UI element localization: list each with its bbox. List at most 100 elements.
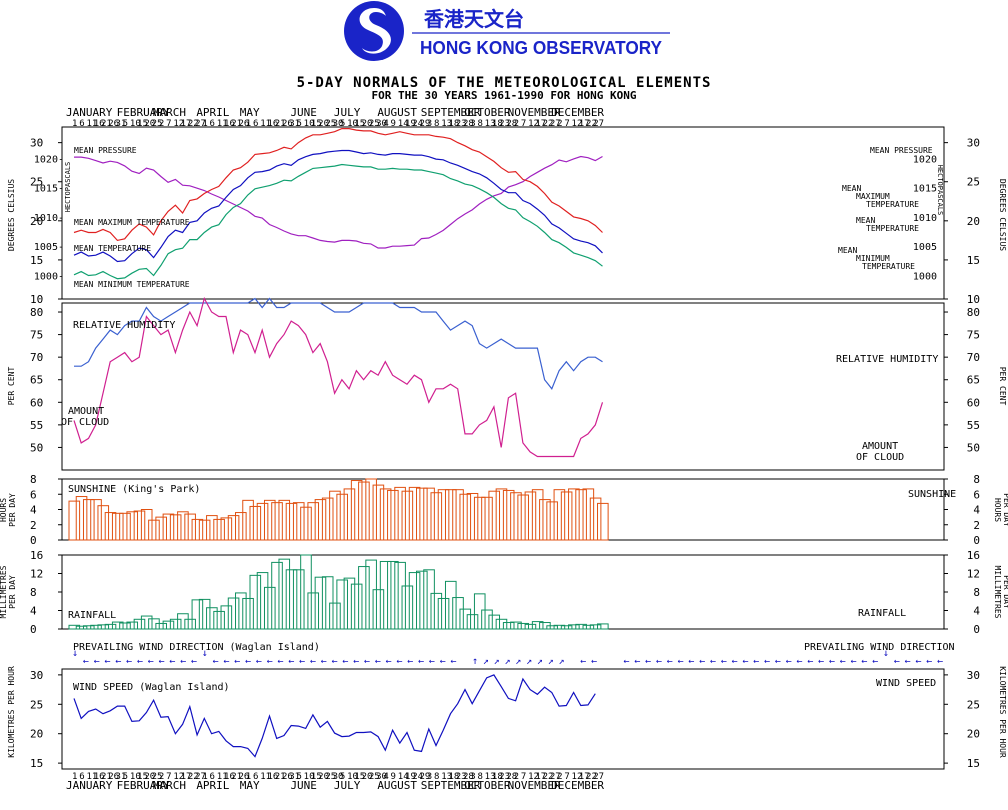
day-label-top: 26: [108, 119, 119, 129]
sunshine-bar: [336, 493, 348, 541]
rainfall-tick-label-right: 0: [973, 623, 980, 636]
day-label-bottom: 18: [492, 772, 503, 782]
wind-direction-arrow: ←: [905, 656, 911, 667]
rainfall-bar: [307, 592, 320, 630]
day-label-bottom: 3: [470, 772, 475, 782]
sunshine-tick-label-left: 2: [30, 519, 37, 532]
humidity-tick-label-right: 55: [967, 419, 980, 432]
wind-direction-arrow: ←: [732, 656, 738, 667]
chart-title: 5-DAY NORMALS OF THE METEOROLOGICAL ELEM…: [296, 75, 712, 91]
rainfall-bar: [358, 566, 370, 630]
day-label-top: 10: [304, 119, 315, 129]
temperature-tick-label-right: 10: [967, 293, 980, 306]
rainfall-axis-label-left-2: PER DAY: [8, 575, 17, 609]
wind-direction-arrow: ←: [321, 656, 327, 667]
sunshine-bar: [423, 487, 435, 541]
rainfall-bar: [220, 605, 233, 630]
day-label-top: 16: [267, 119, 278, 129]
wind-direction-arrow: ←: [245, 656, 251, 667]
rainfall-bar: [350, 583, 363, 630]
day-label-top: 25: [369, 119, 380, 129]
label-max-temp-left: MEAN MAXIMUM TEMPERATURE: [74, 218, 190, 227]
label-rainfall-left: RAINFALL: [68, 610, 116, 621]
label-cloud-right-2: OF CLOUD: [856, 452, 904, 463]
wind-direction-arrow: ←: [386, 656, 392, 667]
wind-speed-panel-frame: [61, 668, 945, 770]
day-label-bottom: 23: [456, 772, 467, 782]
max-temp-line: [73, 128, 603, 242]
wind-direction-arrow: ←: [234, 656, 240, 667]
sunshine-bar: [133, 510, 146, 541]
wind-tick-label-left: 15: [30, 757, 43, 770]
wind-direction-arrow: ←: [342, 656, 348, 667]
wind-direction-arrow: ↓: [72, 648, 78, 659]
sunshine-bar: [271, 502, 283, 541]
day-label-bottom: 22: [543, 772, 554, 782]
humidity-tick-label-right: 75: [967, 329, 980, 342]
month-label-top: MAY: [240, 106, 260, 119]
sunshine-bar: [292, 502, 305, 541]
label-sunshine-left: SUNSHINE (King's Park): [68, 484, 200, 495]
day-label-top: 1: [72, 119, 77, 129]
sunshine-bar: [459, 493, 472, 541]
month-label-top: JUNE: [290, 106, 317, 119]
rainfall-bar: [488, 614, 501, 630]
day-label-top: 20: [144, 119, 155, 129]
rainfall-bar: [227, 597, 240, 630]
day-label-top: 31: [115, 119, 126, 129]
sunshine-bar: [444, 489, 457, 541]
day-label-bottom: 17: [535, 772, 546, 782]
day-label-bottom: 5: [123, 772, 128, 782]
sunshine-bar: [314, 499, 327, 541]
sunshine-axis-label-right-1: HOURS: [993, 498, 1002, 522]
humidity-tick-label-left: 55: [30, 419, 43, 432]
rainfall-bar: [155, 622, 167, 630]
day-label-top: 21: [231, 119, 242, 129]
rainfall-bar: [97, 624, 110, 630]
sunshine-bar: [365, 478, 377, 541]
wind-direction-arrow: ←: [375, 656, 381, 667]
sunshine-bar: [97, 505, 110, 541]
wind-tick-label-right: 15: [967, 757, 980, 770]
sunshine-bar: [177, 511, 189, 541]
rainfall-bar: [177, 613, 189, 630]
sunshine-tick-label-left: 6: [30, 488, 37, 501]
wind-direction-arrow: ←: [223, 656, 229, 667]
wind-direction-arrow: ←: [775, 656, 781, 667]
wind-direction-arrow: ←: [742, 656, 748, 667]
pressure-tick-right: 1020: [913, 154, 937, 165]
rainfall-tick-label-right: 12: [967, 568, 980, 581]
day-label-bottom: 27: [195, 772, 206, 782]
day-label-bottom: 25: [325, 772, 336, 782]
wind-direction-arrow: ←: [169, 656, 175, 667]
sunshine-bar: [300, 506, 312, 541]
day-label-top: 1: [202, 119, 207, 129]
rainfall-bar: [336, 579, 348, 630]
humidity-axis-label-left: PER CENT: [7, 367, 16, 406]
wind-speed-line: [73, 674, 596, 758]
day-label-bottom: 9: [391, 772, 396, 782]
day-label-bottom: 28: [463, 772, 474, 782]
rainfall-bar: [213, 610, 225, 630]
rainfall-bar: [495, 618, 508, 630]
month-label-bottom: AUGUST: [377, 779, 417, 792]
day-label-bottom: 6: [210, 772, 215, 782]
rainfall-bar: [82, 625, 95, 630]
pressure-axis-label-left: HECTOPASCALS: [64, 162, 72, 213]
label-mean-temp-left: MEAN TEMPERATURE: [74, 244, 151, 253]
rainfall-bar: [119, 622, 131, 630]
rainfall-bar: [423, 569, 435, 630]
sunshine-bar: [553, 489, 566, 541]
rainfall-tick-label-left: 4: [30, 605, 37, 618]
sunshine-bar: [597, 502, 609, 541]
rainfall-bar: [437, 597, 450, 630]
day-label-bottom: 1: [246, 772, 251, 782]
day-label-bottom: 15: [311, 772, 322, 782]
day-label-bottom: 27: [550, 772, 561, 782]
humidity-tick-label-left: 75: [30, 329, 43, 342]
temperature-tick-label-right: 20: [967, 215, 980, 228]
rainfall-bar: [75, 625, 88, 630]
rainfall-bar: [481, 609, 493, 630]
sunshine-bar: [473, 496, 486, 541]
day-label-top: 27: [593, 119, 604, 129]
